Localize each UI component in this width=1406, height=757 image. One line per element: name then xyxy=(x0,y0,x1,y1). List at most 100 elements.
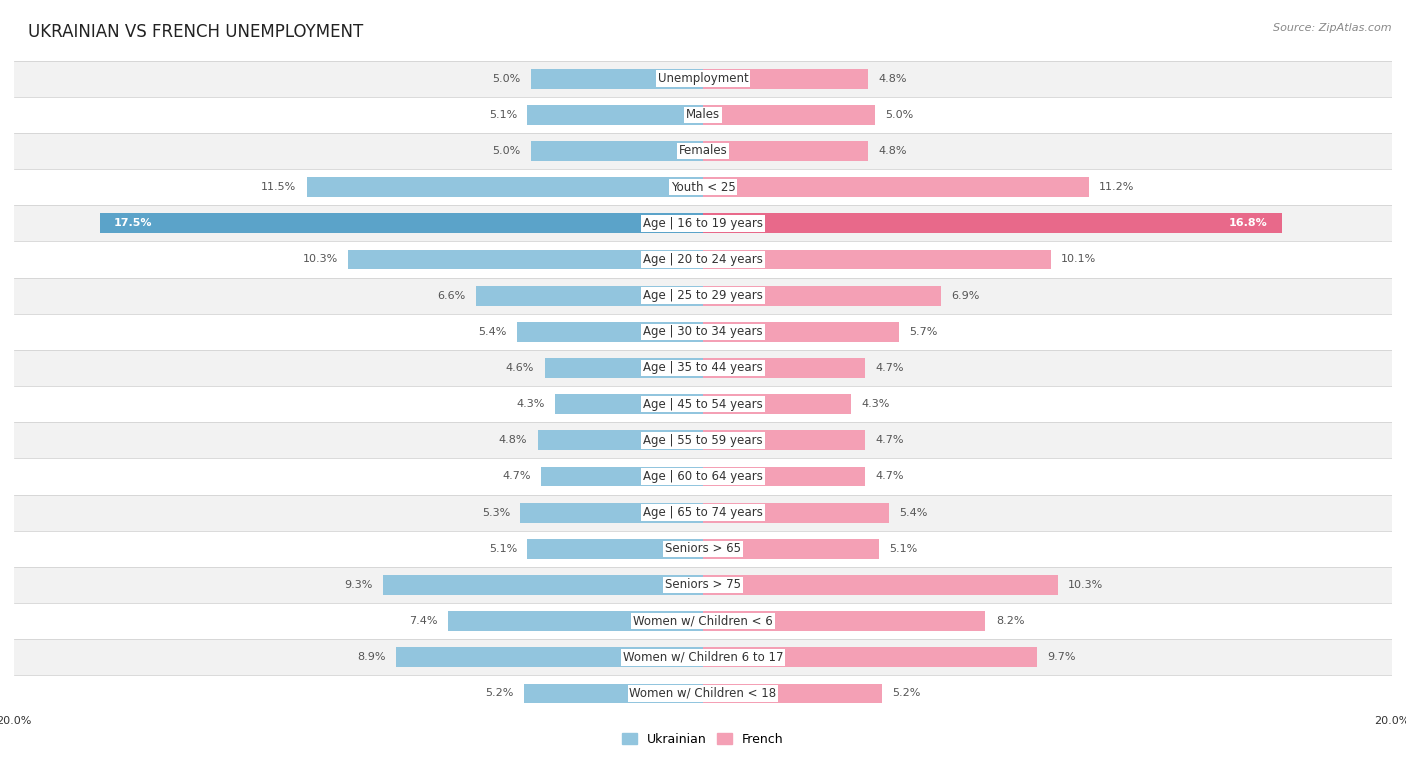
Text: Females: Females xyxy=(679,145,727,157)
Text: 9.3%: 9.3% xyxy=(344,580,373,590)
Bar xyxy=(449,611,703,631)
Bar xyxy=(703,105,875,125)
Text: Seniors > 65: Seniors > 65 xyxy=(665,542,741,556)
Bar xyxy=(531,69,703,89)
Text: Women w/ Children < 6: Women w/ Children < 6 xyxy=(633,615,773,628)
Text: 4.7%: 4.7% xyxy=(875,435,904,445)
Text: 17.5%: 17.5% xyxy=(114,218,152,229)
Text: 4.8%: 4.8% xyxy=(499,435,527,445)
Text: 5.1%: 5.1% xyxy=(489,544,517,554)
Text: Unemployment: Unemployment xyxy=(658,72,748,85)
Bar xyxy=(703,466,865,487)
Bar xyxy=(14,459,1392,494)
Text: 9.7%: 9.7% xyxy=(1047,653,1076,662)
Text: 8.9%: 8.9% xyxy=(357,653,387,662)
Text: 10.1%: 10.1% xyxy=(1062,254,1097,264)
Text: Age | 35 to 44 years: Age | 35 to 44 years xyxy=(643,362,763,375)
Bar xyxy=(14,639,1392,675)
Text: 5.1%: 5.1% xyxy=(489,110,517,120)
Bar xyxy=(703,69,869,89)
Text: Age | 65 to 74 years: Age | 65 to 74 years xyxy=(643,506,763,519)
Bar xyxy=(14,205,1392,241)
Legend: Ukrainian, French: Ukrainian, French xyxy=(617,728,789,751)
Bar xyxy=(703,358,865,378)
Text: 5.0%: 5.0% xyxy=(492,73,520,83)
Bar xyxy=(703,285,941,306)
Bar xyxy=(531,141,703,161)
Bar xyxy=(703,611,986,631)
Text: 11.2%: 11.2% xyxy=(1099,182,1135,192)
Text: UKRAINIAN VS FRENCH UNEMPLOYMENT: UKRAINIAN VS FRENCH UNEMPLOYMENT xyxy=(28,23,363,41)
Bar xyxy=(14,422,1392,459)
Bar xyxy=(14,133,1392,169)
Bar xyxy=(100,213,703,233)
Text: Age | 25 to 29 years: Age | 25 to 29 years xyxy=(643,289,763,302)
Text: Women w/ Children 6 to 17: Women w/ Children 6 to 17 xyxy=(623,651,783,664)
Bar xyxy=(703,503,889,522)
Text: 16.8%: 16.8% xyxy=(1229,218,1268,229)
Text: Source: ZipAtlas.com: Source: ZipAtlas.com xyxy=(1274,23,1392,33)
Text: 5.2%: 5.2% xyxy=(485,689,513,699)
Bar xyxy=(14,61,1392,97)
Bar xyxy=(703,539,879,559)
Text: 4.3%: 4.3% xyxy=(516,399,544,409)
Bar xyxy=(475,285,703,306)
Bar xyxy=(349,250,703,269)
Text: Age | 16 to 19 years: Age | 16 to 19 years xyxy=(643,217,763,230)
Bar xyxy=(14,241,1392,278)
Text: 5.0%: 5.0% xyxy=(886,110,914,120)
Text: 4.8%: 4.8% xyxy=(879,146,907,156)
Text: 4.6%: 4.6% xyxy=(506,363,534,373)
Bar xyxy=(517,322,703,341)
Text: Age | 55 to 59 years: Age | 55 to 59 years xyxy=(643,434,763,447)
Bar xyxy=(703,250,1050,269)
Bar xyxy=(703,684,882,703)
Text: Age | 45 to 54 years: Age | 45 to 54 years xyxy=(643,397,763,410)
Bar xyxy=(524,684,703,703)
Text: 7.4%: 7.4% xyxy=(409,616,437,626)
Bar xyxy=(555,394,703,414)
Text: 10.3%: 10.3% xyxy=(302,254,337,264)
Text: Women w/ Children < 18: Women w/ Children < 18 xyxy=(630,687,776,700)
Text: 4.7%: 4.7% xyxy=(875,363,904,373)
Bar xyxy=(703,647,1038,667)
Text: Age | 60 to 64 years: Age | 60 to 64 years xyxy=(643,470,763,483)
Bar xyxy=(541,466,703,487)
Text: 5.2%: 5.2% xyxy=(893,689,921,699)
Bar xyxy=(527,105,703,125)
Bar xyxy=(14,603,1392,639)
Text: Youth < 25: Youth < 25 xyxy=(671,181,735,194)
Bar xyxy=(14,531,1392,567)
Text: 6.6%: 6.6% xyxy=(437,291,465,301)
Bar xyxy=(307,177,703,197)
Text: 4.3%: 4.3% xyxy=(862,399,890,409)
Bar xyxy=(14,675,1392,712)
Text: 11.5%: 11.5% xyxy=(262,182,297,192)
Text: Age | 30 to 34 years: Age | 30 to 34 years xyxy=(643,326,763,338)
Bar xyxy=(382,575,703,595)
Text: Seniors > 75: Seniors > 75 xyxy=(665,578,741,591)
Text: 4.7%: 4.7% xyxy=(502,472,531,481)
Bar xyxy=(703,322,900,341)
Text: 10.3%: 10.3% xyxy=(1069,580,1104,590)
Bar xyxy=(14,567,1392,603)
Text: 5.4%: 5.4% xyxy=(900,508,928,518)
Bar xyxy=(537,431,703,450)
Text: Males: Males xyxy=(686,108,720,121)
Bar xyxy=(703,575,1057,595)
Text: 5.0%: 5.0% xyxy=(492,146,520,156)
Bar xyxy=(703,394,851,414)
Bar xyxy=(703,213,1282,233)
Text: 4.7%: 4.7% xyxy=(875,472,904,481)
Text: 5.4%: 5.4% xyxy=(478,327,506,337)
Text: 4.8%: 4.8% xyxy=(879,73,907,83)
Bar xyxy=(14,313,1392,350)
Bar xyxy=(703,177,1088,197)
Bar xyxy=(703,141,869,161)
Text: 8.2%: 8.2% xyxy=(995,616,1025,626)
Text: 5.1%: 5.1% xyxy=(889,544,917,554)
Text: Age | 20 to 24 years: Age | 20 to 24 years xyxy=(643,253,763,266)
Bar xyxy=(703,431,865,450)
Bar xyxy=(14,350,1392,386)
Bar xyxy=(14,494,1392,531)
